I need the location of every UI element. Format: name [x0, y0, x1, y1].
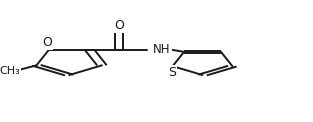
- Text: NH: NH: [153, 43, 171, 56]
- Text: CH₃: CH₃: [0, 66, 20, 76]
- Text: O: O: [43, 36, 52, 49]
- Text: O: O: [114, 19, 124, 32]
- Text: S: S: [168, 66, 176, 79]
